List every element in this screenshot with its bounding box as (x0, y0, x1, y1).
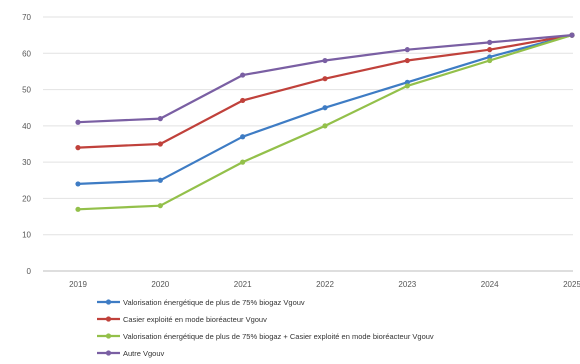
data-point (487, 47, 493, 53)
data-point (404, 47, 410, 53)
x-tick-label: 2022 (316, 280, 334, 289)
data-point (487, 54, 493, 60)
y-tick-label: 10 (22, 231, 31, 240)
x-tick-label: 2023 (398, 280, 416, 289)
legend-marker (105, 333, 112, 339)
data-point (569, 32, 575, 38)
x-tick-label: 2020 (151, 280, 169, 289)
data-point (75, 206, 81, 212)
legend-label: Valorisation énergétique de plus de 75% … (123, 298, 305, 307)
y-tick-label: 20 (22, 194, 31, 203)
data-point (157, 141, 163, 147)
x-tick-label: 2025 (563, 280, 580, 289)
legend-label: Casier exploité en mode bioréacteur Vgou… (123, 315, 267, 324)
x-tick-label: 2019 (69, 280, 87, 289)
y-tick-label: 30 (22, 158, 31, 167)
data-point (157, 177, 163, 183)
data-point (322, 105, 328, 111)
legend-label: Valorisation énergétique de plus de 75% … (123, 332, 434, 341)
x-tick-label: 2021 (234, 280, 252, 289)
legend-marker (105, 350, 112, 356)
legend-marker (105, 299, 112, 305)
data-point (157, 203, 163, 209)
data-point (322, 123, 328, 129)
data-point (75, 119, 81, 125)
data-point (240, 97, 246, 104)
x-tick-label: 2024 (481, 280, 499, 289)
data-point (404, 79, 410, 85)
data-point (322, 57, 328, 64)
y-tick-label: 60 (22, 49, 31, 58)
series-line-2 (76, 33, 574, 149)
data-point (75, 145, 81, 151)
data-point (322, 76, 328, 82)
data-point (404, 83, 410, 89)
y-tick-label: 50 (22, 86, 31, 95)
y-tick-label: 0 (27, 267, 32, 276)
data-point (240, 72, 246, 78)
data-point (404, 57, 410, 64)
y-tick-label: 70 (22, 13, 31, 22)
data-point (240, 134, 246, 140)
data-point (75, 181, 81, 187)
data-point (240, 159, 246, 165)
y-tick-label: 40 (22, 122, 31, 131)
legend-label: Autre Vgouv (123, 349, 165, 358)
data-point (487, 57, 493, 64)
legend-marker (105, 316, 112, 322)
data-point (157, 116, 163, 122)
data-point (487, 39, 493, 46)
